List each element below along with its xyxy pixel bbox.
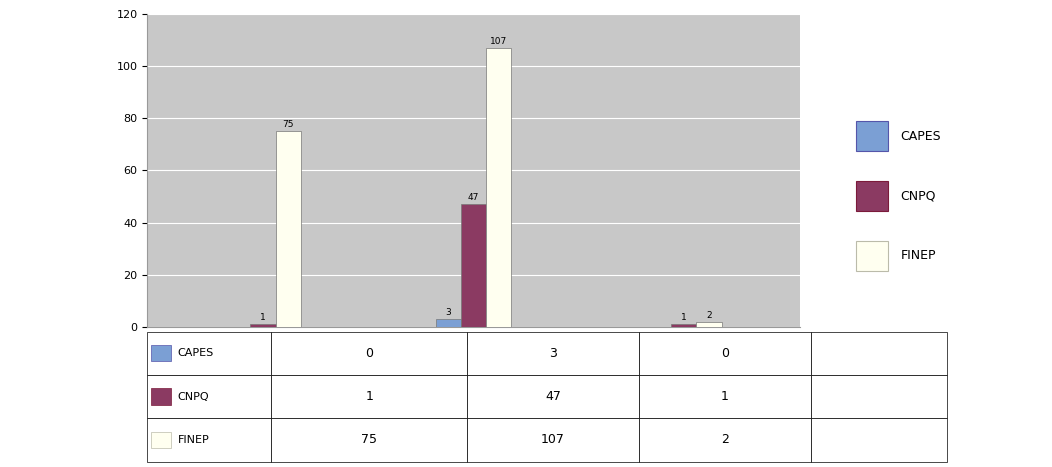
Bar	[639, 418, 811, 461]
Bar	[147, 375, 271, 418]
Bar	[811, 332, 947, 375]
Bar	[250, 324, 276, 327]
Text: 47: 47	[545, 390, 561, 403]
Bar	[811, 418, 947, 461]
Text: 107: 107	[541, 433, 565, 446]
Bar	[147, 418, 271, 461]
Text: 75: 75	[361, 433, 378, 446]
Bar	[271, 418, 467, 461]
Text: 1: 1	[721, 390, 729, 403]
Text: 1: 1	[365, 390, 373, 403]
Bar	[671, 324, 696, 327]
FancyBboxPatch shape	[856, 121, 888, 151]
Text: 75: 75	[283, 120, 294, 129]
Bar	[467, 332, 639, 375]
Bar	[467, 418, 639, 461]
Bar	[271, 375, 467, 418]
FancyBboxPatch shape	[151, 345, 171, 361]
FancyBboxPatch shape	[856, 181, 888, 211]
Bar	[696, 322, 722, 327]
Text: 0: 0	[365, 347, 373, 360]
Text: 1: 1	[260, 313, 266, 322]
Bar	[486, 48, 511, 327]
FancyBboxPatch shape	[151, 389, 171, 405]
Text: CAPES: CAPES	[178, 348, 214, 358]
Text: CNPQ: CNPQ	[901, 190, 936, 203]
Bar	[436, 319, 461, 327]
Text: 2: 2	[721, 433, 729, 446]
Bar	[461, 205, 486, 327]
Bar	[639, 375, 811, 418]
Bar	[271, 332, 467, 375]
FancyBboxPatch shape	[856, 241, 888, 271]
Text: 107: 107	[490, 37, 507, 46]
Text: 3: 3	[445, 308, 451, 317]
Bar	[467, 375, 639, 418]
Text: 0: 0	[721, 347, 729, 360]
Text: 2: 2	[706, 311, 712, 319]
Text: 47: 47	[468, 193, 479, 202]
Text: CNPQ: CNPQ	[178, 391, 209, 402]
Bar	[639, 332, 811, 375]
Bar	[811, 375, 947, 418]
Bar	[276, 131, 301, 327]
Text: FINEP: FINEP	[178, 435, 209, 445]
Text: 3: 3	[549, 347, 557, 360]
Text: 1: 1	[681, 313, 687, 322]
Text: FINEP: FINEP	[901, 249, 936, 262]
Text: CAPES: CAPES	[901, 130, 942, 143]
Bar	[147, 332, 271, 375]
FancyBboxPatch shape	[151, 432, 171, 448]
